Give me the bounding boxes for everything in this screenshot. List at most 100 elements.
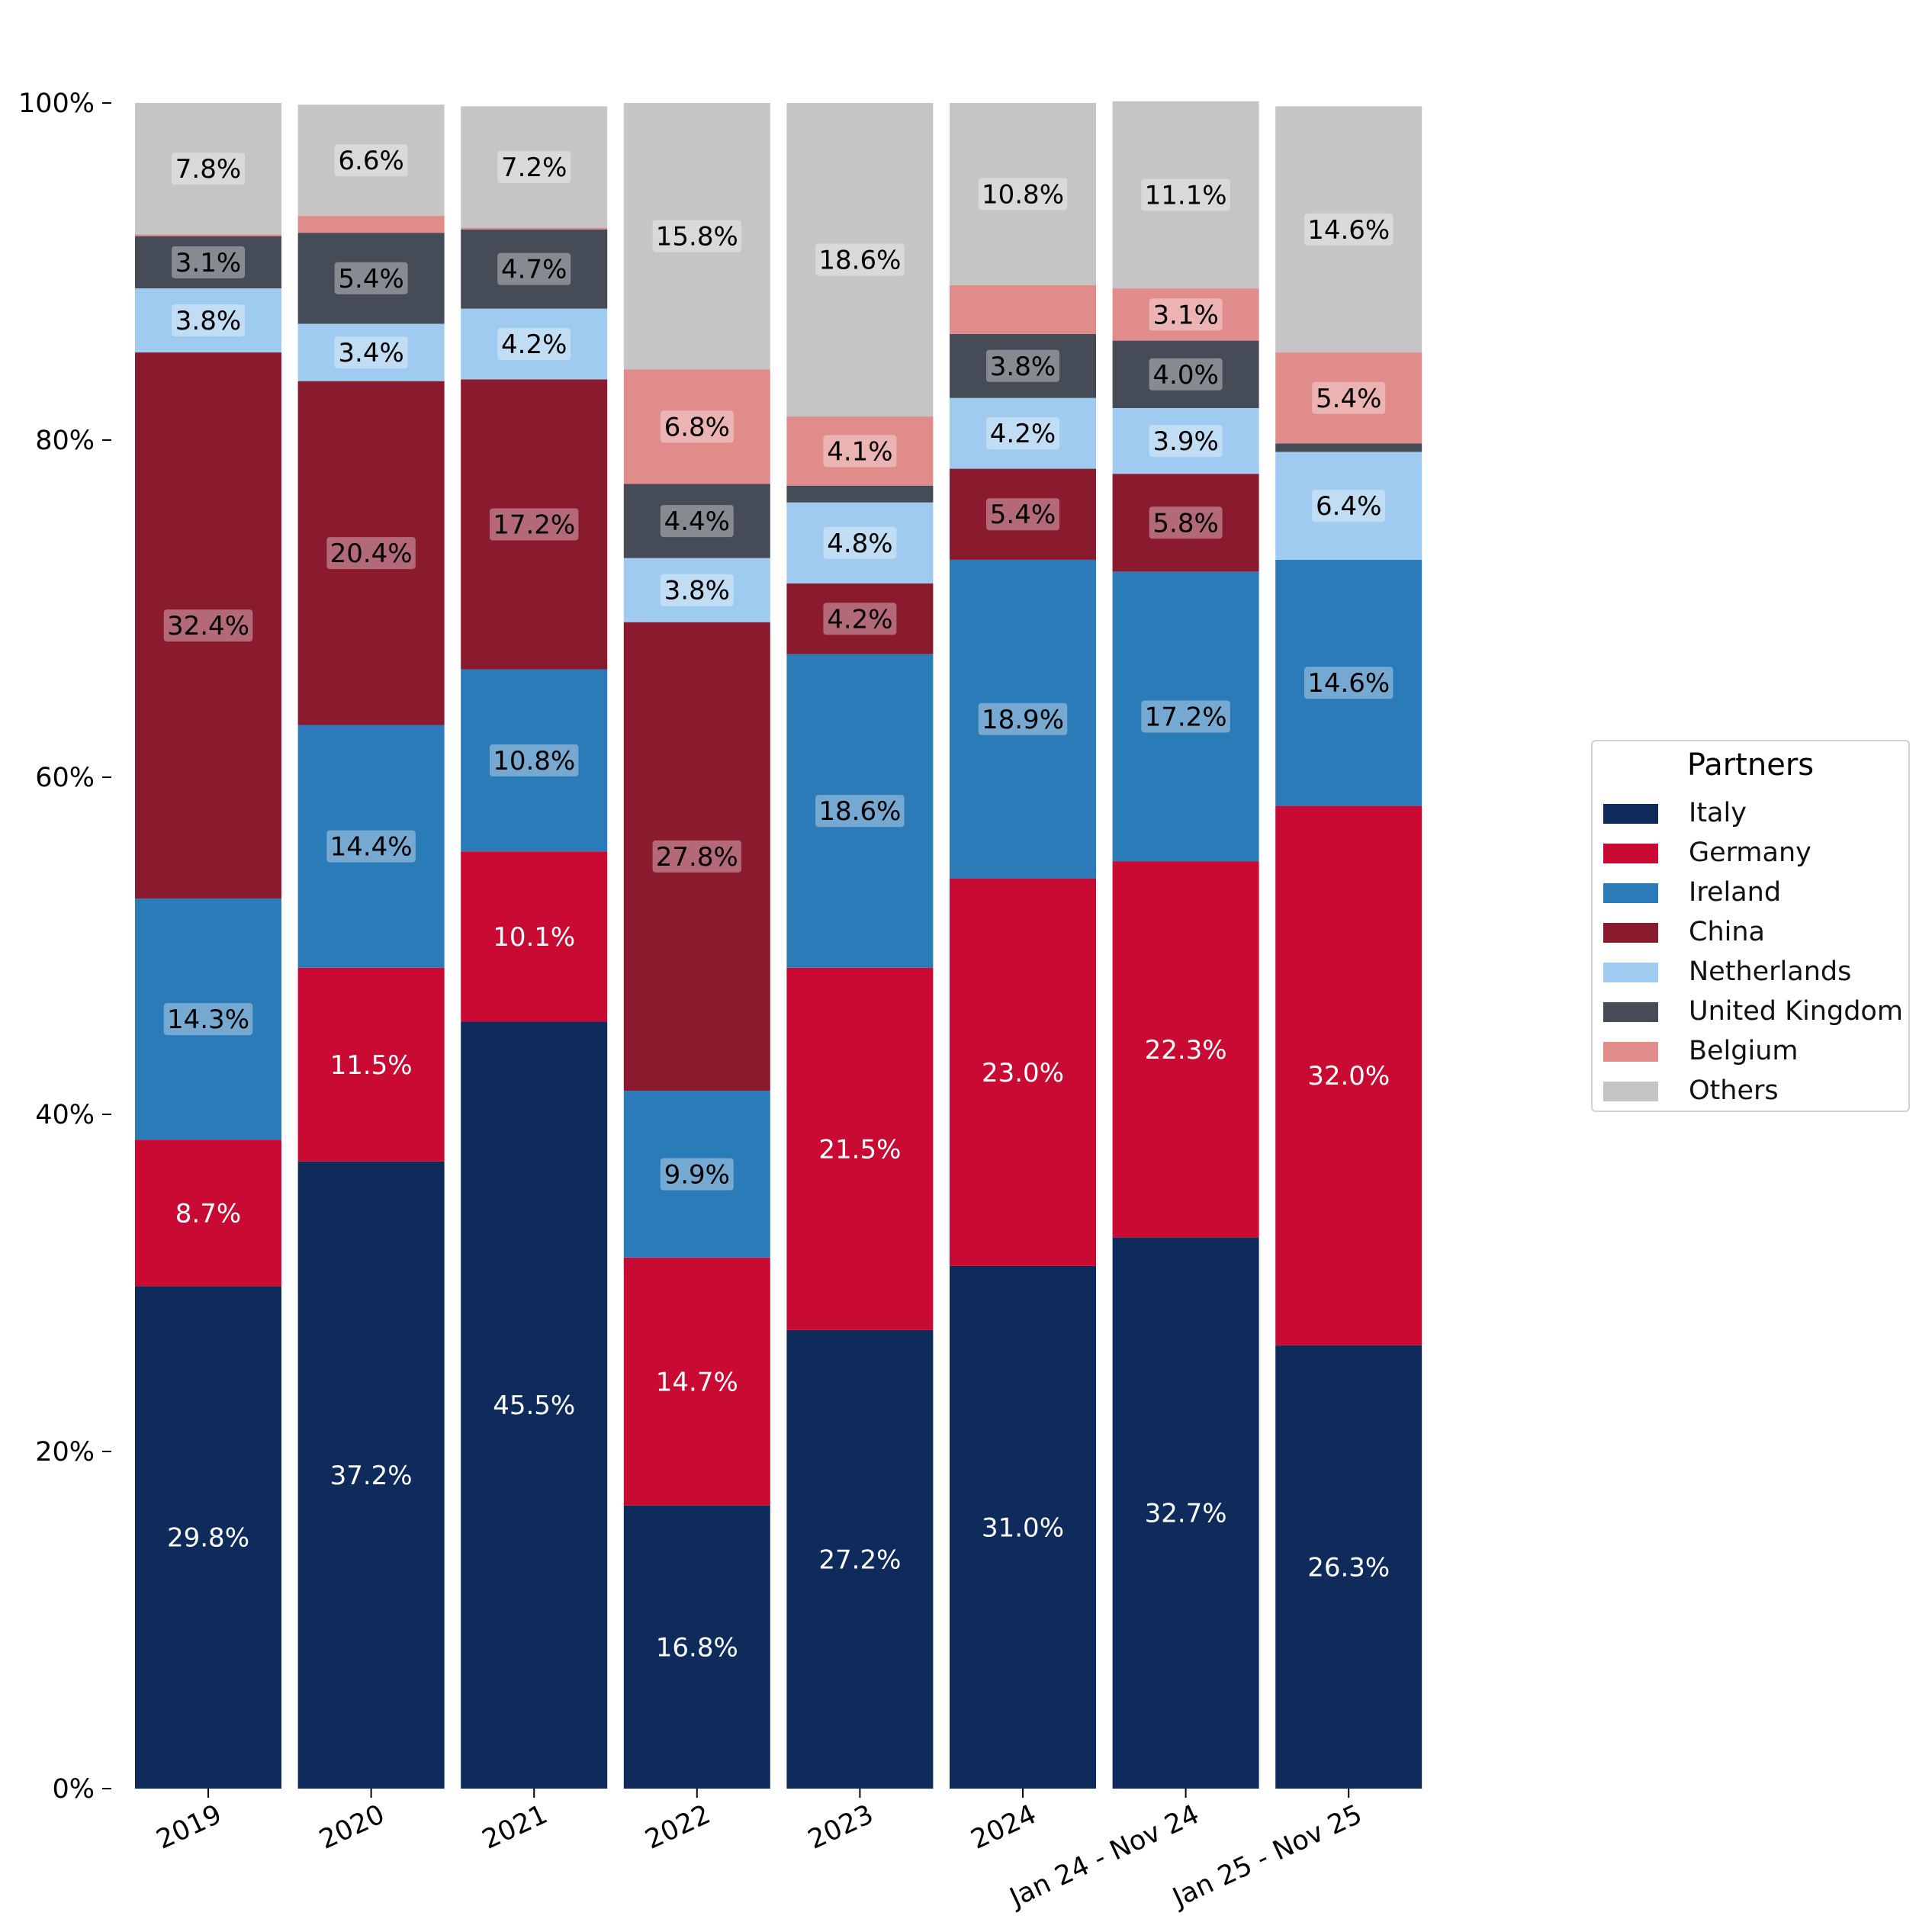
bar-segment-italy-7 — [1275, 1345, 1422, 1789]
bar-segment-ireland-4 — [786, 654, 934, 968]
legend-swatch — [1603, 923, 1658, 943]
segment-label: 29.8% — [167, 1523, 249, 1554]
bar-segment-china-1 — [297, 381, 445, 725]
bar-segment-italy-1 — [297, 1161, 445, 1789]
segment-label: 32.0% — [1307, 1061, 1390, 1091]
segment-label: 7.2% — [501, 153, 567, 183]
segment-label: 5.4% — [1316, 384, 1381, 414]
bar-segment-italy-2 — [461, 1021, 608, 1789]
segment-label: 27.2% — [818, 1545, 901, 1575]
bar-segment-ireland-5 — [950, 559, 1096, 879]
segment-label: 16.8% — [656, 1632, 738, 1663]
segment-label: 14.6% — [1307, 668, 1390, 699]
segment-label: 3.4% — [338, 338, 403, 368]
bar-segment-italy-5 — [950, 1265, 1096, 1789]
legend-label: Germany — [1689, 837, 1811, 868]
segment-label: 32.4% — [167, 611, 249, 641]
bar-segment-china-3 — [623, 622, 770, 1091]
segment-label-bg — [986, 498, 1059, 531]
bars-layer — [135, 101, 1422, 1789]
segment-label: 18.9% — [982, 705, 1064, 735]
x-tick-label: 2023 — [804, 1799, 879, 1856]
legend-swatch — [1603, 883, 1658, 903]
segment-label: 21.5% — [818, 1134, 901, 1165]
segment-label-bg — [986, 349, 1059, 382]
bar-segment-belgium-2 — [461, 227, 608, 230]
segment-label-bg — [660, 410, 734, 443]
y-tick-label: 0% — [52, 1774, 95, 1805]
legend: Partners Italy Germany Ireland China Netherl… — [1591, 740, 1910, 1112]
segment-label-bg — [1304, 213, 1394, 246]
segment-label-bg — [1312, 381, 1386, 414]
segment-label: 9.9% — [664, 1159, 730, 1190]
bar-segment-united-kingdom-2 — [461, 229, 608, 309]
segment-labels-layer: 29.8% 8.7% 14.3% 32.4% 3.8% 3.1% 7.8% 37.2% 11.5… — [163, 144, 1394, 1663]
segment-label-bg — [1304, 667, 1394, 699]
segment-label: 5.4% — [990, 500, 1056, 530]
bar-segment-others-6 — [1112, 101, 1259, 289]
legend-label: China — [1689, 917, 1765, 947]
legend-entry-italy: Italy — [1603, 796, 1908, 830]
segment-label-bg — [1312, 490, 1386, 522]
bar-segment-united-kingdom-0 — [135, 236, 281, 289]
legend-entry-ireland: Ireland — [1603, 876, 1908, 909]
segment-label: 18.6% — [818, 796, 901, 827]
bar-segment-netherlands-3 — [623, 558, 770, 622]
segment-label: 45.5% — [493, 1390, 575, 1421]
segment-label-bg — [823, 526, 897, 559]
segment-label: 4.2% — [827, 604, 892, 635]
y-axis: 0% 20% 40% 60% 80% 100% — [18, 88, 111, 1805]
legend-label: Netherlands — [1689, 956, 1852, 987]
segment-label: 6.8% — [664, 412, 730, 442]
segment-label-bg — [660, 505, 734, 538]
y-tick-label: 80% — [35, 426, 95, 456]
bar-segment-germany-3 — [623, 1257, 770, 1506]
segment-label: 31.0% — [982, 1512, 1064, 1543]
segment-label-bg — [1141, 178, 1230, 211]
segment-label: 26.3% — [1307, 1552, 1390, 1583]
segment-label: 37.2% — [330, 1461, 413, 1491]
segment-label: 4.7% — [501, 255, 567, 285]
bar-segment-belgium-6 — [1112, 288, 1259, 341]
segment-label-bg — [652, 840, 742, 873]
segment-label: 17.2% — [1145, 702, 1227, 732]
legend-entry-germany: Germany — [1603, 836, 1908, 870]
segment-label: 7.8% — [175, 154, 241, 185]
segment-label: 3.9% — [1152, 426, 1218, 457]
bar-segment-netherlands-7 — [1275, 452, 1422, 560]
segment-label: 5.4% — [338, 264, 403, 294]
segment-label: 3.8% — [990, 352, 1056, 382]
bar-segment-germany-0 — [135, 1140, 281, 1287]
legend-label: Belgium — [1689, 1036, 1799, 1066]
segment-label-bg — [978, 178, 1068, 211]
legend-swatch — [1603, 963, 1658, 982]
segment-label-bg — [489, 508, 579, 541]
segment-label: 14.6% — [1307, 215, 1390, 246]
bar-segment-germany-2 — [461, 851, 608, 1022]
bar-segment-united-kingdom-4 — [786, 485, 934, 503]
legend-entry-china: China — [1603, 915, 1908, 949]
bar-segment-ireland-1 — [297, 725, 445, 968]
x-tick-label: 2019 — [152, 1799, 227, 1856]
segment-label: 4.4% — [664, 506, 730, 537]
legend-swatch — [1603, 804, 1658, 824]
bar-segment-ireland-6 — [1112, 571, 1259, 862]
bar-segment-united-kingdom-6 — [1112, 340, 1259, 409]
legend-label: Italy — [1689, 798, 1747, 828]
segment-label: 15.8% — [656, 222, 738, 252]
segment-label-bg — [1149, 425, 1223, 458]
segment-label: 14.3% — [167, 1005, 249, 1035]
segment-label-bg — [172, 153, 245, 185]
y-tick-label: 100% — [18, 88, 95, 119]
bar-segment-others-2 — [461, 106, 608, 228]
segment-label-bg — [1149, 506, 1223, 539]
bar-segment-china-2 — [461, 379, 608, 670]
bar-segment-italy-0 — [135, 1286, 281, 1789]
bar-segment-netherlands-0 — [135, 288, 281, 353]
legend-entry-netherlands: Netherlands — [1603, 955, 1908, 989]
segment-label-bg — [823, 603, 897, 635]
segment-label: 4.1% — [827, 436, 892, 467]
bar-segment-germany-5 — [950, 878, 1096, 1266]
segment-label: 11.5% — [330, 1050, 413, 1081]
